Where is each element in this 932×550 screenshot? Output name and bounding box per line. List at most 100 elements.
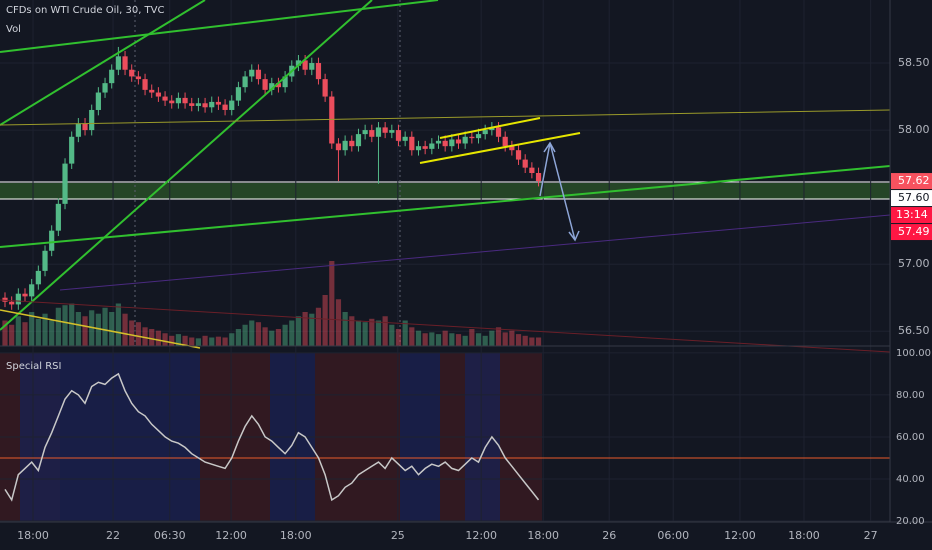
y-tick-label: 100.00 — [896, 348, 931, 359]
candle-body — [9, 301, 15, 305]
volume-bar — [402, 320, 408, 346]
volume-bar — [9, 324, 15, 346]
rsi-line — [4, 372, 540, 502]
volume-bar — [189, 337, 195, 346]
x-tick-label: 18:00 — [280, 529, 312, 542]
y-tick-label: 57.00 — [898, 257, 930, 270]
candle-body — [462, 136, 468, 144]
volume-bar — [315, 307, 322, 346]
candle-body — [69, 136, 75, 164]
volume-bar — [309, 313, 315, 346]
y-tick-label: 20.00 — [896, 516, 925, 527]
candle-body — [355, 134, 362, 147]
volume-bar — [282, 324, 288, 346]
y-tick-label: 60.00 — [896, 432, 925, 443]
volume-bar — [515, 334, 522, 346]
candle-body — [415, 146, 422, 151]
volume-bar — [42, 313, 48, 346]
candle-body — [409, 136, 415, 151]
volume-bar — [35, 318, 41, 346]
candle-body — [22, 293, 28, 297]
candle-body — [202, 103, 208, 108]
candle-body — [29, 284, 35, 297]
volume-bar — [129, 320, 135, 346]
volume-bar — [349, 316, 355, 346]
volume-bar — [495, 327, 502, 346]
drawings — [0, 0, 932, 523]
price-label-box — [891, 190, 932, 207]
trend-line — [0, 0, 439, 53]
x-tick-label: 12:00 — [215, 529, 247, 542]
plot-layer — [0, 0, 890, 522]
channel-line — [439, 117, 541, 139]
x-tick-label: 27 — [864, 529, 878, 542]
volume-bar — [249, 320, 255, 346]
volume-bar — [195, 338, 202, 346]
candle-body — [455, 139, 462, 144]
y-tick-label: 56.50 — [898, 324, 930, 337]
candle-body — [149, 89, 155, 93]
arrow-head — [543, 141, 556, 153]
price-label: 57.49 — [898, 225, 930, 238]
candle-body — [222, 104, 228, 110]
volume-bar — [502, 332, 508, 346]
candle-body — [342, 140, 348, 151]
candle-body — [402, 136, 408, 141]
volume-bar — [522, 335, 528, 346]
candle-body — [389, 130, 395, 133]
channel-line — [419, 132, 581, 164]
candle-body — [175, 97, 182, 104]
volume-bar — [142, 327, 148, 346]
volume-bar — [469, 329, 475, 346]
candle-body — [15, 293, 21, 305]
volume-bar — [362, 322, 368, 346]
volume-bar — [335, 299, 342, 346]
volume-bar — [462, 335, 468, 346]
x-tick-label: 18:00 — [527, 529, 559, 542]
volume-bar — [149, 329, 155, 346]
countdown-box — [891, 207, 932, 224]
volume-bar — [255, 322, 262, 346]
candle-body — [169, 100, 175, 104]
candle-body — [435, 140, 442, 144]
candle-body — [215, 101, 222, 105]
countdown: 13:14 — [896, 208, 928, 221]
chart-title: CFDs on WTI Crude Oil, 30, TVC — [6, 5, 165, 16]
candle-body — [509, 146, 515, 151]
candle-body — [395, 130, 402, 141]
volume-label: Vol — [6, 24, 21, 35]
candle-body — [189, 103, 195, 106]
candle-body — [35, 270, 41, 285]
x-tick-label: 18:00 — [788, 529, 820, 542]
volume-bar — [109, 312, 115, 346]
volume-bar — [49, 320, 55, 346]
x-tick-label: 22 — [106, 529, 120, 542]
candle-body — [82, 123, 88, 131]
y-tick-label: 58.50 — [898, 56, 930, 69]
candle-body — [489, 127, 495, 131]
volume-bar — [455, 334, 462, 346]
volume-bar — [202, 335, 208, 346]
volume-bar — [329, 261, 335, 346]
candle-body — [55, 203, 61, 231]
candle-body — [315, 63, 322, 80]
rsi-title: Special RSI — [6, 361, 61, 372]
volume-bar — [355, 320, 362, 346]
candle-body — [349, 140, 355, 147]
x-tick-label: 18:00 — [17, 529, 49, 542]
volume-bar — [395, 329, 402, 346]
candle-body — [429, 143, 435, 149]
volume-bar — [435, 334, 442, 346]
candle-body — [102, 83, 108, 93]
volume-bar — [222, 337, 228, 346]
candle-body — [442, 140, 448, 147]
volume-bar — [235, 329, 242, 346]
y-tick-label: 40.00 — [896, 474, 925, 485]
volume-bar — [509, 330, 515, 346]
volume-bar — [162, 333, 168, 346]
candle-body — [529, 167, 535, 173]
candle-body — [162, 96, 168, 101]
price-label: 57.60 — [898, 191, 930, 204]
